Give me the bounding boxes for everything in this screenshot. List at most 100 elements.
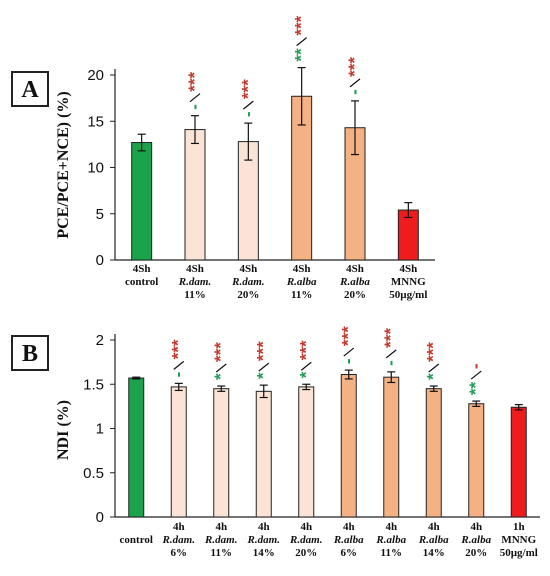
significance-red: *** — [296, 340, 315, 360]
significance-slash — [189, 93, 201, 103]
x-tick-label: R.dam. — [162, 534, 195, 546]
significance-red: *** — [254, 341, 273, 361]
bar — [128, 377, 145, 518]
y-tick-label: 1 — [96, 421, 104, 438]
x-tick-label: R.alba — [333, 534, 364, 546]
significance-red: *** — [292, 15, 311, 35]
significance-green: - — [339, 358, 358, 364]
significance-slash — [242, 100, 254, 110]
y-tick-label: 0.5 — [83, 465, 104, 482]
panel-label: B — [22, 341, 38, 367]
x-tick-label: 50µg/ml — [500, 547, 538, 559]
x-tick-label: 4h — [343, 521, 355, 533]
significance-marker: - *** — [345, 57, 364, 95]
significance-slash — [300, 361, 312, 371]
x-tick-label: 20% — [344, 289, 366, 301]
significance-red: *** — [339, 326, 358, 346]
x-tick-label: 20% — [237, 289, 259, 301]
x-tick-label: 4Sh — [186, 263, 204, 275]
bar — [383, 376, 400, 518]
significance-red: *** — [211, 342, 230, 362]
significance-green: - — [185, 104, 204, 110]
significance-red: *** — [238, 79, 257, 99]
x-tick-label: 4h — [258, 521, 270, 533]
x-tick-label: 4Sh — [399, 263, 417, 275]
bar — [425, 388, 442, 518]
significance-slash — [173, 360, 185, 370]
y-tick-label: 20 — [87, 67, 104, 84]
x-tick-label: 4h — [470, 521, 482, 533]
significance-red: *** — [185, 71, 204, 91]
significance-marker: - *** — [169, 339, 188, 377]
significance-green: * — [254, 372, 273, 379]
significance-red: - — [466, 363, 485, 369]
x-tick-label: 4h — [385, 521, 397, 533]
significance-marker: **** — [424, 342, 443, 380]
y-axis-label: PCE/PCE+NCE) (%) — [55, 91, 72, 238]
x-tick-label: R.dam. — [178, 276, 211, 288]
significance-red: *** — [345, 57, 364, 77]
significance-green: ** — [292, 48, 311, 62]
x-tick-label: R.alba — [339, 276, 370, 288]
bar — [340, 374, 357, 518]
x-tick-label: 11% — [211, 547, 232, 559]
x-tick-label: MNNG — [391, 276, 426, 288]
x-tick-label: 1h — [513, 521, 525, 533]
x-tick-label: 4h — [173, 521, 185, 533]
y-tick-label: 10 — [87, 160, 104, 177]
x-tick-label: 4Sh — [346, 263, 364, 275]
significance-green: ** — [466, 381, 485, 395]
y-tick-label: 2 — [96, 332, 104, 349]
significance-marker: ***** — [292, 15, 311, 61]
x-tick-label: R.alba — [418, 534, 449, 546]
x-tick-label: R.dam. — [247, 534, 280, 546]
x-tick-label: 14% — [423, 547, 445, 559]
bar — [255, 390, 272, 518]
significance-red: *** — [169, 339, 188, 359]
significance-slash — [296, 37, 308, 47]
panel-label-box — [11, 335, 49, 371]
x-tick-label: 6% — [341, 547, 358, 559]
significance-green: * — [296, 371, 315, 378]
significance-marker: - *** — [381, 328, 400, 366]
significance-green: - — [169, 372, 188, 378]
x-tick-label: 4h — [215, 521, 227, 533]
x-tick-label: R.alba — [375, 534, 406, 546]
x-tick-label: 11% — [291, 289, 312, 301]
bar — [184, 129, 206, 261]
significance-slash — [343, 347, 355, 357]
significance-green: * — [211, 373, 230, 380]
bar — [510, 406, 527, 518]
x-tick-label: control — [120, 534, 153, 546]
significance-slash — [385, 349, 397, 359]
x-tick-label: 50µg/ml — [389, 289, 427, 301]
significance-green: - — [381, 360, 400, 366]
x-tick-label: 6% — [171, 547, 188, 559]
significance-slash — [428, 363, 440, 373]
significance-slash — [215, 363, 227, 373]
x-tick-label: 4Sh — [133, 263, 151, 275]
significance-marker: **** — [211, 342, 230, 380]
significance-green: - — [238, 111, 257, 117]
x-tick-label: 20% — [465, 547, 487, 559]
significance-slash — [349, 78, 361, 88]
x-tick-label: R.dam. — [289, 534, 322, 546]
x-tick-label: 20% — [295, 547, 317, 559]
x-tick-label: control — [125, 276, 158, 288]
x-tick-label: 11% — [184, 289, 205, 301]
x-tick-label: R.alba — [460, 534, 491, 546]
significance-marker: - *** — [185, 71, 204, 109]
x-tick-label: MNNG — [501, 534, 536, 546]
x-tick-label: 4Sh — [293, 263, 311, 275]
bar — [298, 386, 315, 518]
significance-green: * — [424, 373, 443, 380]
panel-label-box — [11, 71, 49, 107]
y-tick-label: 1.5 — [83, 376, 104, 393]
y-tick-label: 5 — [96, 206, 104, 223]
significance-slash — [258, 362, 270, 372]
x-tick-label: R.dam. — [231, 276, 264, 288]
significance-slash — [470, 370, 482, 380]
significance-red: *** — [381, 328, 400, 348]
bar — [213, 388, 230, 518]
